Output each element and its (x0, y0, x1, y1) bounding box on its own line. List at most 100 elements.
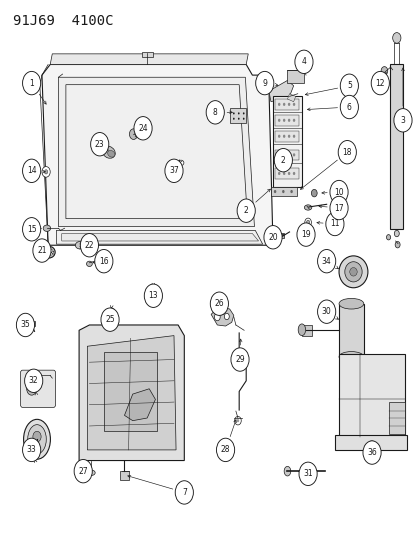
Circle shape (74, 459, 92, 483)
Ellipse shape (43, 246, 55, 258)
Text: 12: 12 (375, 78, 384, 87)
Text: 18: 18 (342, 148, 351, 157)
Circle shape (22, 217, 40, 241)
Text: 15: 15 (27, 225, 36, 234)
Circle shape (24, 369, 43, 392)
Circle shape (237, 112, 239, 115)
Circle shape (380, 67, 387, 75)
Text: 6: 6 (346, 102, 351, 111)
Circle shape (210, 292, 228, 316)
Polygon shape (56, 230, 262, 244)
Circle shape (394, 241, 399, 248)
Circle shape (282, 103, 285, 106)
Circle shape (242, 112, 244, 115)
Circle shape (282, 119, 285, 122)
Circle shape (129, 129, 138, 140)
Ellipse shape (338, 256, 367, 288)
Text: 28: 28 (220, 446, 230, 455)
Circle shape (214, 313, 220, 321)
Circle shape (277, 103, 280, 106)
Circle shape (101, 308, 119, 332)
Ellipse shape (169, 160, 178, 167)
Circle shape (329, 196, 347, 220)
Circle shape (29, 385, 34, 392)
Text: 4: 4 (301, 58, 306, 66)
Text: 17: 17 (333, 204, 343, 213)
Text: 5: 5 (346, 81, 351, 90)
Bar (274, 131, 298, 142)
Bar (272, 96, 301, 187)
Bar (287, 70, 303, 83)
Bar (338, 354, 404, 437)
Circle shape (277, 135, 280, 138)
Circle shape (370, 71, 389, 95)
Circle shape (273, 149, 292, 172)
Text: 2: 2 (243, 206, 248, 215)
Circle shape (281, 190, 284, 193)
FancyBboxPatch shape (21, 370, 55, 407)
Circle shape (287, 119, 290, 122)
Ellipse shape (75, 241, 84, 249)
Circle shape (236, 419, 239, 422)
Ellipse shape (338, 352, 363, 362)
Circle shape (33, 239, 51, 262)
Circle shape (33, 431, 41, 442)
Circle shape (233, 118, 234, 120)
Text: 13: 13 (148, 291, 158, 300)
Circle shape (292, 154, 294, 157)
Text: 25: 25 (105, 315, 114, 324)
Circle shape (282, 172, 285, 175)
Text: 11: 11 (329, 220, 339, 229)
Circle shape (287, 154, 290, 157)
Text: 21: 21 (37, 246, 47, 255)
Text: 32: 32 (29, 376, 38, 385)
Circle shape (273, 190, 275, 193)
Bar (301, 325, 311, 336)
Text: 29: 29 (235, 355, 244, 364)
Ellipse shape (86, 261, 92, 266)
Text: 26: 26 (214, 299, 224, 308)
Circle shape (263, 225, 281, 249)
Circle shape (292, 119, 294, 122)
Circle shape (134, 117, 152, 140)
Ellipse shape (283, 466, 290, 476)
Ellipse shape (28, 425, 46, 454)
Circle shape (294, 50, 312, 74)
Circle shape (277, 119, 280, 122)
Ellipse shape (47, 249, 53, 255)
Ellipse shape (88, 470, 95, 475)
Circle shape (393, 230, 398, 237)
Circle shape (287, 103, 290, 106)
Circle shape (206, 101, 224, 124)
Circle shape (22, 159, 40, 182)
Circle shape (22, 438, 40, 462)
Bar (389, 64, 402, 229)
Circle shape (393, 109, 411, 132)
Polygon shape (211, 306, 233, 326)
Bar (104, 352, 157, 431)
Text: 10: 10 (333, 188, 343, 197)
Circle shape (224, 313, 229, 320)
Circle shape (107, 308, 115, 319)
Circle shape (26, 382, 36, 395)
Circle shape (325, 212, 343, 236)
Circle shape (277, 154, 280, 157)
Circle shape (292, 172, 294, 175)
Circle shape (311, 189, 316, 197)
Polygon shape (87, 336, 176, 450)
Circle shape (298, 462, 316, 486)
Circle shape (292, 135, 294, 138)
Text: 36: 36 (366, 448, 376, 457)
Text: 7: 7 (181, 488, 186, 497)
Circle shape (362, 441, 380, 464)
Text: 37: 37 (169, 166, 178, 175)
Circle shape (386, 235, 390, 240)
Ellipse shape (43, 225, 50, 231)
Bar (279, 233, 283, 238)
Circle shape (287, 135, 290, 138)
Polygon shape (79, 325, 184, 461)
Circle shape (230, 348, 249, 371)
Circle shape (237, 118, 239, 120)
Circle shape (255, 71, 273, 95)
Circle shape (392, 33, 400, 43)
